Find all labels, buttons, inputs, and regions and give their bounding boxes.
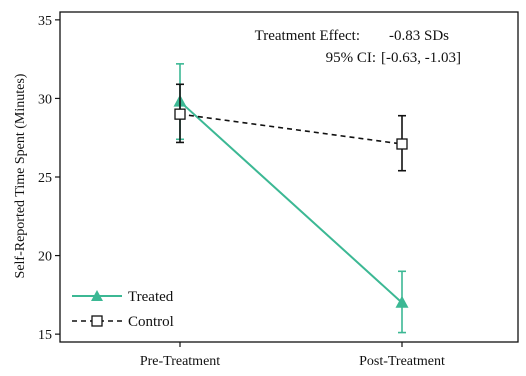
y-tick-label: 35 — [38, 14, 52, 29]
series-line-control — [179, 113, 403, 145]
annotation-ci-value: [-0.63, -1.03] — [381, 50, 461, 66]
annotation: Treatment Effect: -0.83 SDs 95% CI: [-0.… — [255, 28, 461, 66]
series-control — [174, 83, 408, 172]
y-tick-label: 25 — [38, 171, 52, 186]
annotation-effect-value: -0.83 SDs — [389, 28, 449, 44]
legend-control-label: Control — [128, 314, 174, 330]
legend-treated-label: Treated — [128, 289, 174, 305]
series-treated — [173, 63, 409, 334]
point-control — [174, 108, 186, 120]
y-tick-label: 20 — [38, 250, 52, 265]
y-axis: 15 20 25 30 35 — [38, 14, 60, 343]
legend-control-marker — [91, 315, 103, 327]
x-tick-label: Pre-Treatment — [140, 354, 220, 369]
y-axis-label: Self-Reported Time Spent (Minutes) — [13, 73, 28, 278]
series-line-treated — [179, 100, 403, 304]
annotation-ci-label: 95% CI: — [326, 50, 376, 66]
legend-treated-marker — [91, 290, 103, 301]
series-layer — [173, 63, 409, 334]
point-treated — [395, 295, 409, 308]
x-axis: Pre-Treatment Post-Treatment — [140, 342, 445, 369]
y-tick-label: 15 — [38, 328, 52, 343]
point-control — [396, 138, 408, 150]
x-tick-label: Post-Treatment — [359, 354, 445, 369]
legend: Treated Control — [72, 289, 174, 330]
y-tick-label: 30 — [38, 92, 52, 107]
annotation-effect-label: Treatment Effect: — [255, 28, 360, 44]
